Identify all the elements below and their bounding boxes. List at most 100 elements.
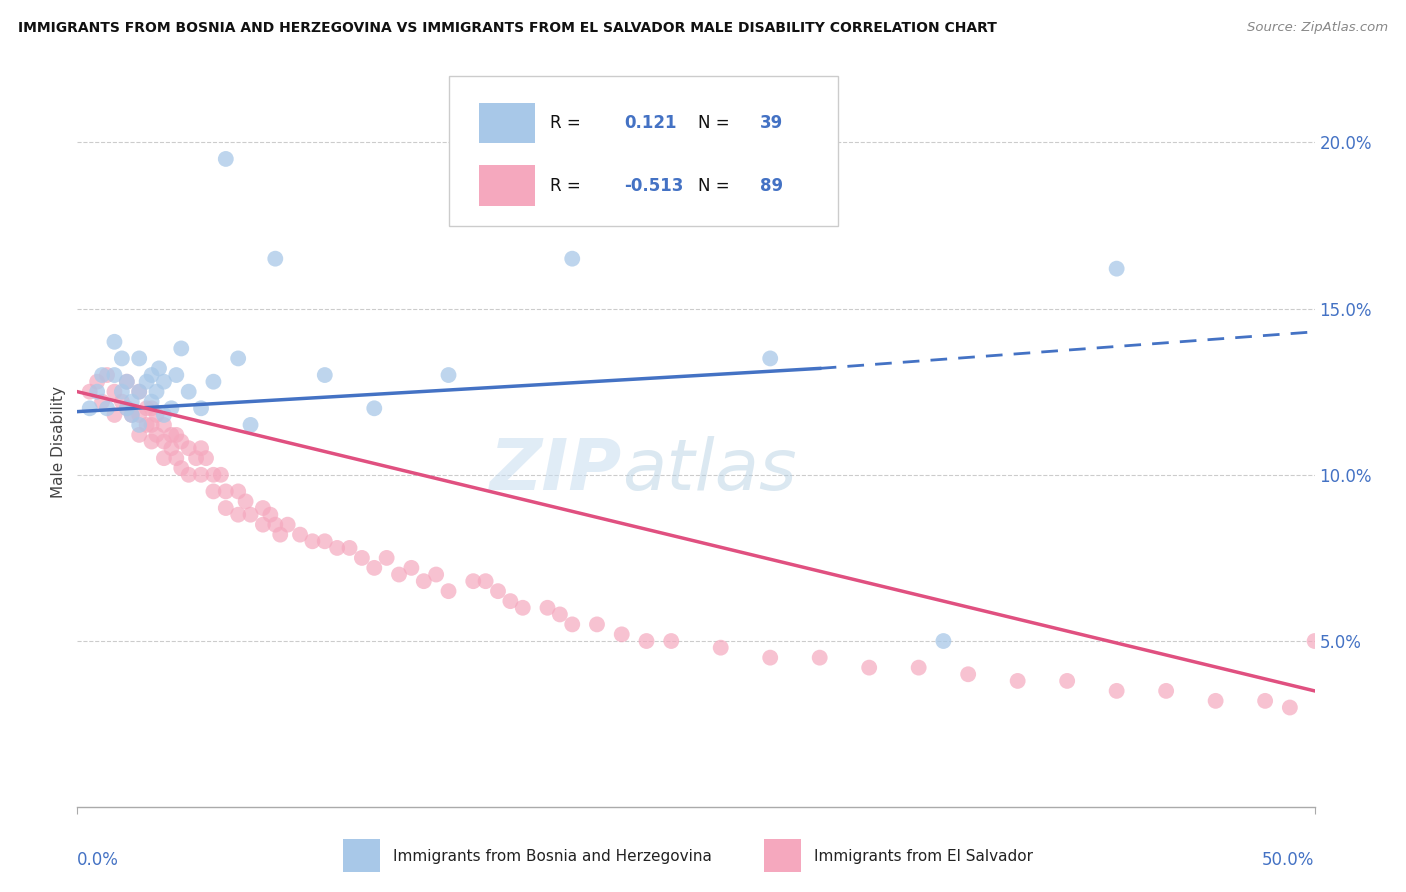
Point (170, 434, 193, 449)
Point (177, 467, 200, 482)
Point (148, 361, 170, 376)
Point (103, 334, 125, 349)
Point (437, 368, 460, 382)
Point (103, 384, 125, 399)
Text: R =: R = (550, 177, 581, 194)
Point (111, 394, 134, 409)
Text: Immigrants from El Salvador: Immigrants from El Salvador (814, 849, 1032, 864)
Point (710, 640, 733, 655)
Point (128, 408, 150, 422)
Point (91, 394, 114, 409)
Point (1105, 684, 1128, 698)
Point (177, 384, 200, 399)
Point (79, 401, 101, 416)
Point (375, 550, 398, 565)
Point (128, 417, 150, 432)
Point (463, 574, 485, 589)
Point (363, 561, 385, 575)
Point (350, 550, 373, 565)
Point (235, 494, 257, 508)
Point (153, 417, 176, 432)
Point (153, 375, 176, 389)
Point (277, 517, 299, 532)
Text: 50.0%: 50.0% (1263, 851, 1315, 869)
Point (160, 441, 183, 455)
Point (339, 541, 361, 555)
Text: 0.121: 0.121 (624, 114, 676, 132)
Point (141, 417, 163, 432)
Point (96, 401, 118, 416)
Point (115, 401, 138, 416)
Point (610, 627, 633, 641)
Point (79, 384, 101, 399)
Point (226, 484, 249, 499)
Point (170, 342, 193, 356)
Bar (479, 103, 536, 144)
Point (128, 428, 150, 442)
Point (153, 451, 176, 466)
Point (103, 368, 125, 382)
Point (184, 451, 207, 466)
Point (314, 368, 336, 382)
Point (226, 508, 249, 522)
Point (808, 650, 831, 665)
Point (145, 428, 167, 442)
Text: 39: 39 (761, 114, 783, 132)
Point (269, 527, 291, 541)
Point (115, 401, 138, 416)
Text: Source: ZipAtlas.com: Source: ZipAtlas.com (1247, 21, 1388, 35)
Text: N =: N = (699, 177, 730, 194)
Point (1154, 684, 1177, 698)
Point (759, 650, 782, 665)
Point (401, 561, 423, 575)
Point (202, 484, 225, 499)
Point (301, 534, 323, 549)
Point (195, 451, 218, 466)
Point (103, 408, 125, 422)
Point (388, 567, 411, 582)
Bar (479, 165, 536, 206)
Point (957, 667, 980, 681)
Point (190, 467, 212, 482)
Text: 0.0%: 0.0% (77, 851, 120, 869)
Point (111, 351, 134, 366)
Point (586, 617, 609, 632)
Text: 89: 89 (761, 177, 783, 194)
Point (160, 428, 183, 442)
Point (160, 401, 183, 416)
Point (128, 351, 150, 366)
Point (165, 368, 187, 382)
Point (425, 567, 447, 582)
Point (536, 600, 558, 615)
Point (141, 368, 163, 382)
Point (252, 501, 274, 516)
Bar (763, 838, 801, 871)
Point (86, 375, 108, 389)
Point (115, 375, 138, 389)
Point (264, 252, 287, 266)
Point (636, 634, 658, 648)
Point (141, 394, 163, 409)
Point (474, 574, 496, 589)
Point (264, 517, 287, 532)
Point (135, 401, 157, 416)
FancyBboxPatch shape (449, 76, 838, 226)
Point (1303, 634, 1326, 648)
Text: IMMIGRANTS FROM BOSNIA AND HERZEGOVINA VS IMMIGRANTS FROM EL SALVADOR MALE DISAB: IMMIGRANTS FROM BOSNIA AND HERZEGOVINA V… (18, 21, 997, 36)
Point (1105, 261, 1128, 276)
Point (1278, 700, 1301, 714)
Text: N =: N = (699, 114, 730, 132)
Point (121, 394, 143, 409)
Text: Immigrants from Bosnia and Herzegovina: Immigrants from Bosnia and Herzegovina (392, 849, 711, 864)
Point (165, 451, 187, 466)
Point (91, 368, 114, 382)
Point (121, 408, 143, 422)
Point (202, 467, 225, 482)
Point (486, 584, 509, 599)
Point (252, 517, 274, 532)
Point (96, 368, 118, 382)
Point (165, 428, 187, 442)
Point (215, 152, 238, 166)
Bar (343, 838, 381, 871)
Point (128, 384, 150, 399)
